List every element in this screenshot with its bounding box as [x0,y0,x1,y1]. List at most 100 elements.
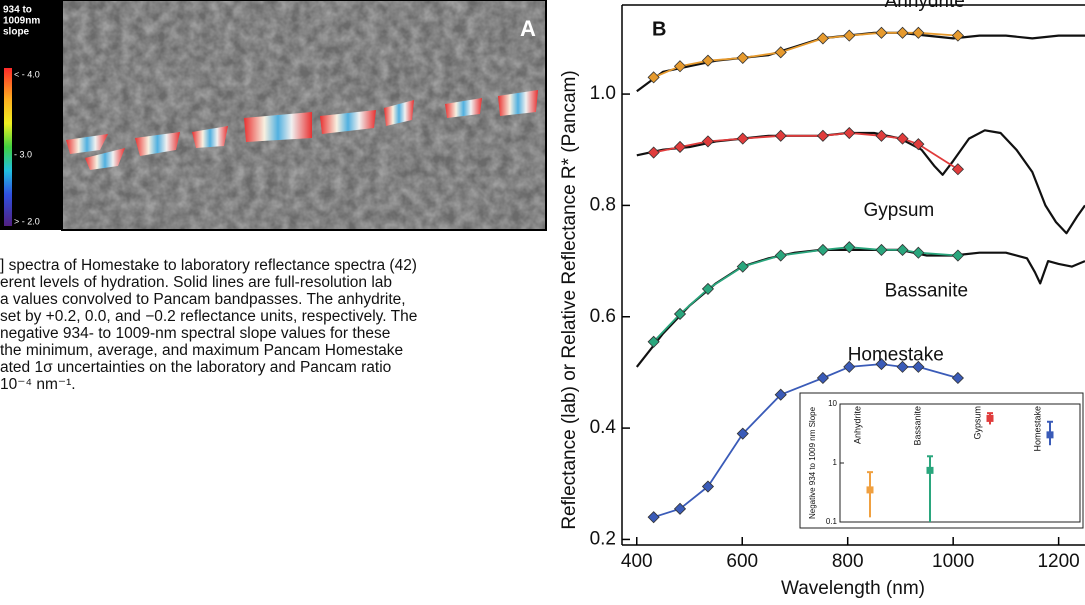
pancam-point [951,29,964,42]
caption-line: set by +0.2, 0.0, and −0.2 reflectance u… [0,308,417,325]
pancam-point [843,126,856,140]
pancam-point [896,132,909,145]
pancam-point [951,371,964,385]
pancam-point [736,260,749,273]
pancam-point [951,163,964,176]
inset-frame [799,392,1084,529]
caption-line: the minimum, average, and maximum Pancam… [0,342,403,359]
point [866,486,874,494]
pancam-point [912,26,925,39]
colorbar-title-line: 934 to [3,5,32,16]
colorbar-label: < - 4.0 [14,69,40,79]
x-tick-label: 400 [621,551,653,572]
caption-line: erent levels of hydration. Solid lines a… [0,274,392,291]
pancam-point [774,388,787,401]
y-tick-label: 0.2 [590,528,616,549]
vein [66,90,538,170]
y-tick-label: 1.0 [590,83,616,104]
colorbar-label: - 3.0 [14,149,32,159]
pancam-point [912,138,925,151]
colorbar [4,68,12,226]
colorbar-labels: < - 4.0 - 3.0 > - 2.0 [14,69,40,226]
pancam-point [816,371,829,385]
panel-letter: A [520,16,536,41]
pancam-point [673,60,687,73]
y-tick-label: 0.4 [590,417,617,438]
x-tick-label: 800 [832,551,864,572]
caption-line: negative 934- to 1009-nm spectral slope … [0,325,390,342]
point [1046,431,1054,439]
pancam-point [774,129,787,142]
caption-line: 10⁻⁴ nm⁻¹. [0,376,76,393]
inset-chart: 0.1 1 10 Negative 934 to 1009 nm Slope Anhyd… [799,392,1084,529]
inset-y-tick-label: 0.1 [826,517,838,526]
pancam-line [653,132,959,170]
pancam-point [736,427,749,440]
x-tick-label: 600 [726,551,758,572]
pancam-point [912,246,925,259]
pancam-point [843,241,856,254]
pancam-point [875,129,888,142]
pancam-point [673,502,687,515]
pancam-point [673,307,687,321]
y-axis-label: Reflectance (lab) or Relative Reflectanc… [559,70,580,529]
caption: ] spectra of Homestake to laboratory ref… [0,257,417,393]
colorbar-title-line: slope [3,27,30,38]
category-label: Gypsum [972,406,982,440]
pancam-point [701,135,715,148]
pancam-point [896,360,909,373]
y-tick-label: 0.6 [590,306,616,327]
category-label: Anhydrite [852,406,862,444]
pancam-point [843,360,856,373]
pancam-point [816,243,829,257]
pancam-point [647,146,660,159]
pancam-point [816,32,829,45]
pancam-point [896,243,909,257]
curve-label: Gypsum [864,200,935,221]
pancam-point [736,132,749,145]
caption-line: ated 1σ uncertainties on the laboratory … [0,359,391,376]
panel-letter: B [652,18,666,40]
curve-label: Anhydrite [885,0,965,12]
pancam-point [647,335,660,348]
pancam-point [843,29,856,42]
curve-label: Bassanite [885,281,968,302]
pancam-point [701,54,715,67]
image-border [61,0,547,231]
pancam-point [774,249,787,262]
pancam-line [653,31,958,79]
inset-y-label: Negative 934 to 1009 nm Slope [808,406,817,519]
pancam-point [647,71,660,84]
pancam-point [701,480,715,493]
chart-b: 400 600 800 1000 1200 0.2 0.4 0.6 0.8 1.0 Waveleng… [559,0,1085,599]
colorbar-title-line: 1009nm [3,16,40,27]
x-tick-label: 1000 [932,551,974,572]
pancam-point [816,129,829,142]
pancam-point [673,140,687,154]
inset-y-tick-label: 10 [828,399,837,408]
category-label: Bassanite [912,406,922,446]
lab-spectrum [636,129,1085,235]
pancam-point [912,360,925,373]
curve-label: Homestake [848,345,944,366]
pancam-point [736,51,749,64]
y-tick-label: 0.8 [590,194,616,215]
caption-line: ] spectra of Homestake to laboratory ref… [0,257,417,274]
pancam-point [774,46,787,59]
pancam-point [951,249,964,262]
inset-y-tick-label: 1 [833,458,838,467]
point [926,466,934,474]
point [986,414,994,422]
pancam-point [875,358,888,371]
x-tick-label: 1200 [1037,551,1079,572]
category-label: Homestake [1032,406,1042,452]
colorbar-label: > - 2.0 [14,216,40,226]
caption-line: a values convolved to Pancam bandpasses.… [0,291,406,308]
pancam-point [875,26,888,39]
pancam-point [647,511,660,524]
x-axis-label: Wavelength (nm) [781,578,925,599]
